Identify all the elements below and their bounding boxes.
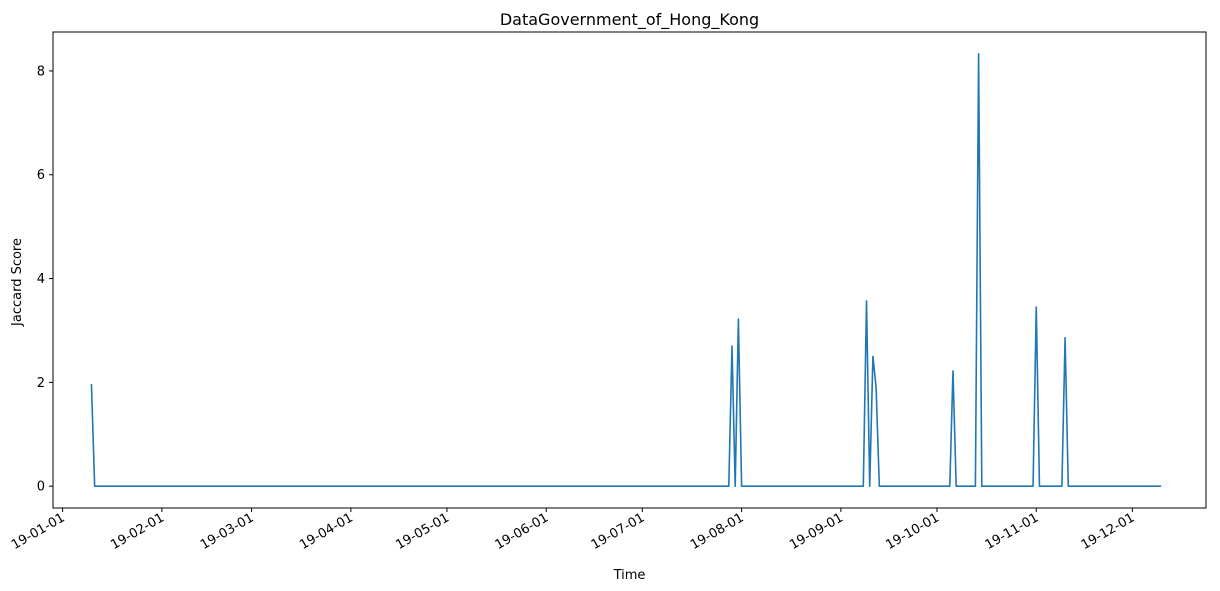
x-axis-title: Time	[613, 568, 646, 583]
x-tick-label: 19-03-01	[198, 510, 257, 552]
y-tick-label: 6	[37, 168, 45, 183]
x-tick-label: 19-08-01	[688, 510, 747, 552]
y-tick-label: 2	[37, 376, 45, 391]
x-tick-label: 19-05-01	[393, 510, 452, 552]
x-tick-label: 19-11-01	[983, 510, 1042, 552]
x-tick-label: 19-09-01	[787, 510, 846, 552]
y-tick-label: 8	[37, 64, 45, 79]
y-tick-label: 4	[37, 272, 45, 287]
x-tick-label: 19-06-01	[493, 510, 552, 552]
x-tick-label: 19-07-01	[589, 510, 648, 552]
plot-area	[52, 31, 1207, 509]
y-axis: 0 2 4 6 8	[37, 64, 53, 495]
y-axis-title: Jaccard Score	[10, 238, 25, 327]
x-tick-label: 19-10-01	[883, 510, 942, 552]
x-tick-label: 19-04-01	[297, 510, 356, 552]
chart-title: DataGovernment_of_Hong_Kong	[500, 10, 759, 30]
y-tick-label: 0	[37, 480, 45, 495]
plot-frame	[52, 31, 1207, 509]
series-line-0	[90, 52, 1162, 488]
x-tick-label: 19-02-01	[108, 510, 167, 552]
x-axis: 19-01-01 19-02-01 19-03-01 19-04-01 19-05-01…	[9, 508, 1137, 553]
x-tick-label: 19-12-01	[1079, 510, 1138, 552]
x-tick-label: 19-01-01	[9, 510, 68, 552]
